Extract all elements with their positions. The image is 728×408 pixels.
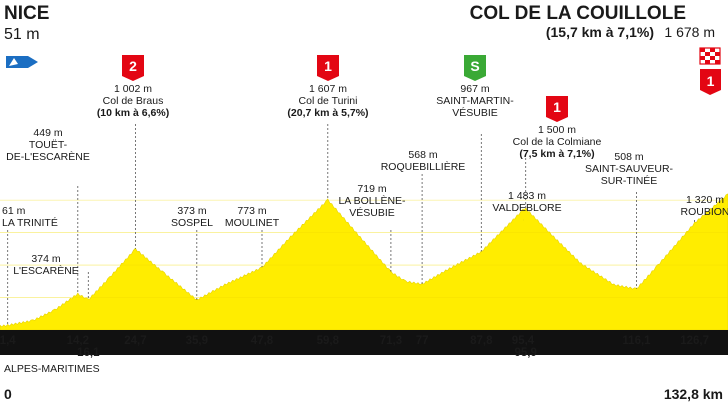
sprint-badge: S: [464, 55, 486, 81]
place-name: DE-L'ESCARÈNE: [6, 150, 90, 163]
km-label: 87,8: [470, 335, 493, 347]
place-name: Col de Braus: [103, 95, 164, 107]
badge-label: 2: [129, 58, 137, 74]
place-altitude: 1 607 m: [309, 83, 347, 95]
km-label: 35,9: [186, 335, 208, 347]
finish-km-label: 132,8 km: [664, 386, 723, 402]
km-label-layer: 1,4 14,216,1 24,7 35,9 47,8 59,8 71,3 77 87,8 95,…: [0, 335, 709, 359]
badge-label: S: [470, 58, 479, 74]
climb-category-badge: 2: [122, 55, 144, 81]
place-name: Col de Turini: [299, 95, 358, 107]
place-altitude: 1 483 m: [508, 190, 546, 202]
finish-badge-label: 1: [707, 73, 715, 89]
place-name: SUR-TINÉE: [601, 174, 658, 187]
km-label: 1,4: [0, 335, 16, 347]
place-altitude: 374 m: [31, 253, 60, 265]
place-name: LA TRINITÉ: [2, 216, 58, 229]
start-name: NICE: [4, 3, 49, 24]
badge-shape: [122, 55, 144, 81]
place-altitude: 1 320 m: [686, 194, 724, 206]
place-name: SAINT-SAUVEUR-: [585, 163, 674, 175]
place-name: SAINT-MARTIN-: [436, 95, 514, 107]
finish-climb-detail: (15,7 km à 7,1%): [546, 24, 654, 40]
start-km-label: 0: [4, 386, 12, 402]
climb-category-badge: 1: [546, 96, 568, 122]
place-altitude: 449 m: [33, 127, 62, 139]
place-altitude: 719 m: [357, 183, 386, 195]
km-label: 71,3: [380, 335, 402, 347]
km-label: 116,1: [622, 335, 651, 347]
place-altitude: 1 002 m: [114, 83, 152, 95]
baseline-bar: [0, 330, 728, 355]
finish-altitude: 1 678 m: [664, 24, 715, 40]
place-altitude: 568 m: [408, 149, 437, 161]
place-name: ROQUEBILLIÈRE: [381, 160, 466, 173]
km-label: 14,2: [67, 335, 89, 347]
climb-detail: (7,5 km à 7,1%): [519, 148, 594, 160]
place-name: SOSPEL: [171, 217, 213, 229]
finish-flag-icon: [699, 47, 721, 65]
km-label: 59,8: [317, 335, 340, 347]
dashed-guide-layer: [7, 124, 695, 325]
badge-shape: [317, 55, 339, 81]
finish-climb-badge: 1: [700, 69, 721, 95]
place-name: VÉSUBIE: [349, 206, 395, 219]
km-label: 95,9: [515, 347, 537, 359]
badge-layer: 2 1 S 1: [122, 55, 568, 122]
place-name: LA BOLLÈNE-: [338, 194, 406, 207]
climb-detail: (10 km à 6,6%): [97, 107, 169, 119]
climb-category-badge: 1: [317, 55, 339, 81]
place-altitude: 773 m: [237, 205, 266, 217]
place-name: VALDEBLORE: [492, 202, 561, 214]
place-altitude: 61 m: [2, 205, 26, 217]
place-altitude: 967 m: [460, 83, 489, 95]
km-label: 24,7: [124, 335, 146, 347]
place-name: MOULINET: [225, 217, 280, 229]
place-name: L'ESCARÈNE: [13, 264, 79, 277]
km-label: 77: [416, 335, 429, 347]
km-label: 95,4: [512, 335, 535, 347]
place-altitude: 508 m: [614, 151, 643, 163]
badge-label: 1: [324, 58, 332, 74]
baseline-bar-layer: [0, 330, 728, 355]
place-name: ROUBION: [680, 206, 728, 218]
place-name: VÉSUBIE: [452, 106, 498, 119]
climb-detail: (20,7 km à 5,7%): [287, 107, 368, 119]
finish-name: COL DE LA COUILLOLE: [470, 3, 686, 24]
profile-area-layer: [0, 193, 728, 331]
place-altitude: 1 500 m: [538, 124, 576, 136]
place-name: Col de la Colmiane: [513, 136, 602, 148]
region-label: ALPES-MARITIMES: [4, 363, 100, 375]
profile-area: [0, 193, 728, 331]
place-name: TOUËT-: [29, 139, 68, 151]
start-flag-icon: [6, 56, 38, 68]
badge-label: 1: [553, 99, 561, 115]
km-label: 126,7: [680, 335, 709, 347]
place-altitude: 373 m: [177, 205, 206, 217]
badge-shape: [464, 55, 486, 81]
km-label: 47,8: [251, 335, 274, 347]
badge-shape: [546, 96, 568, 122]
start-altitude: 51 m: [4, 26, 40, 43]
km-label: 16,1: [77, 347, 100, 359]
